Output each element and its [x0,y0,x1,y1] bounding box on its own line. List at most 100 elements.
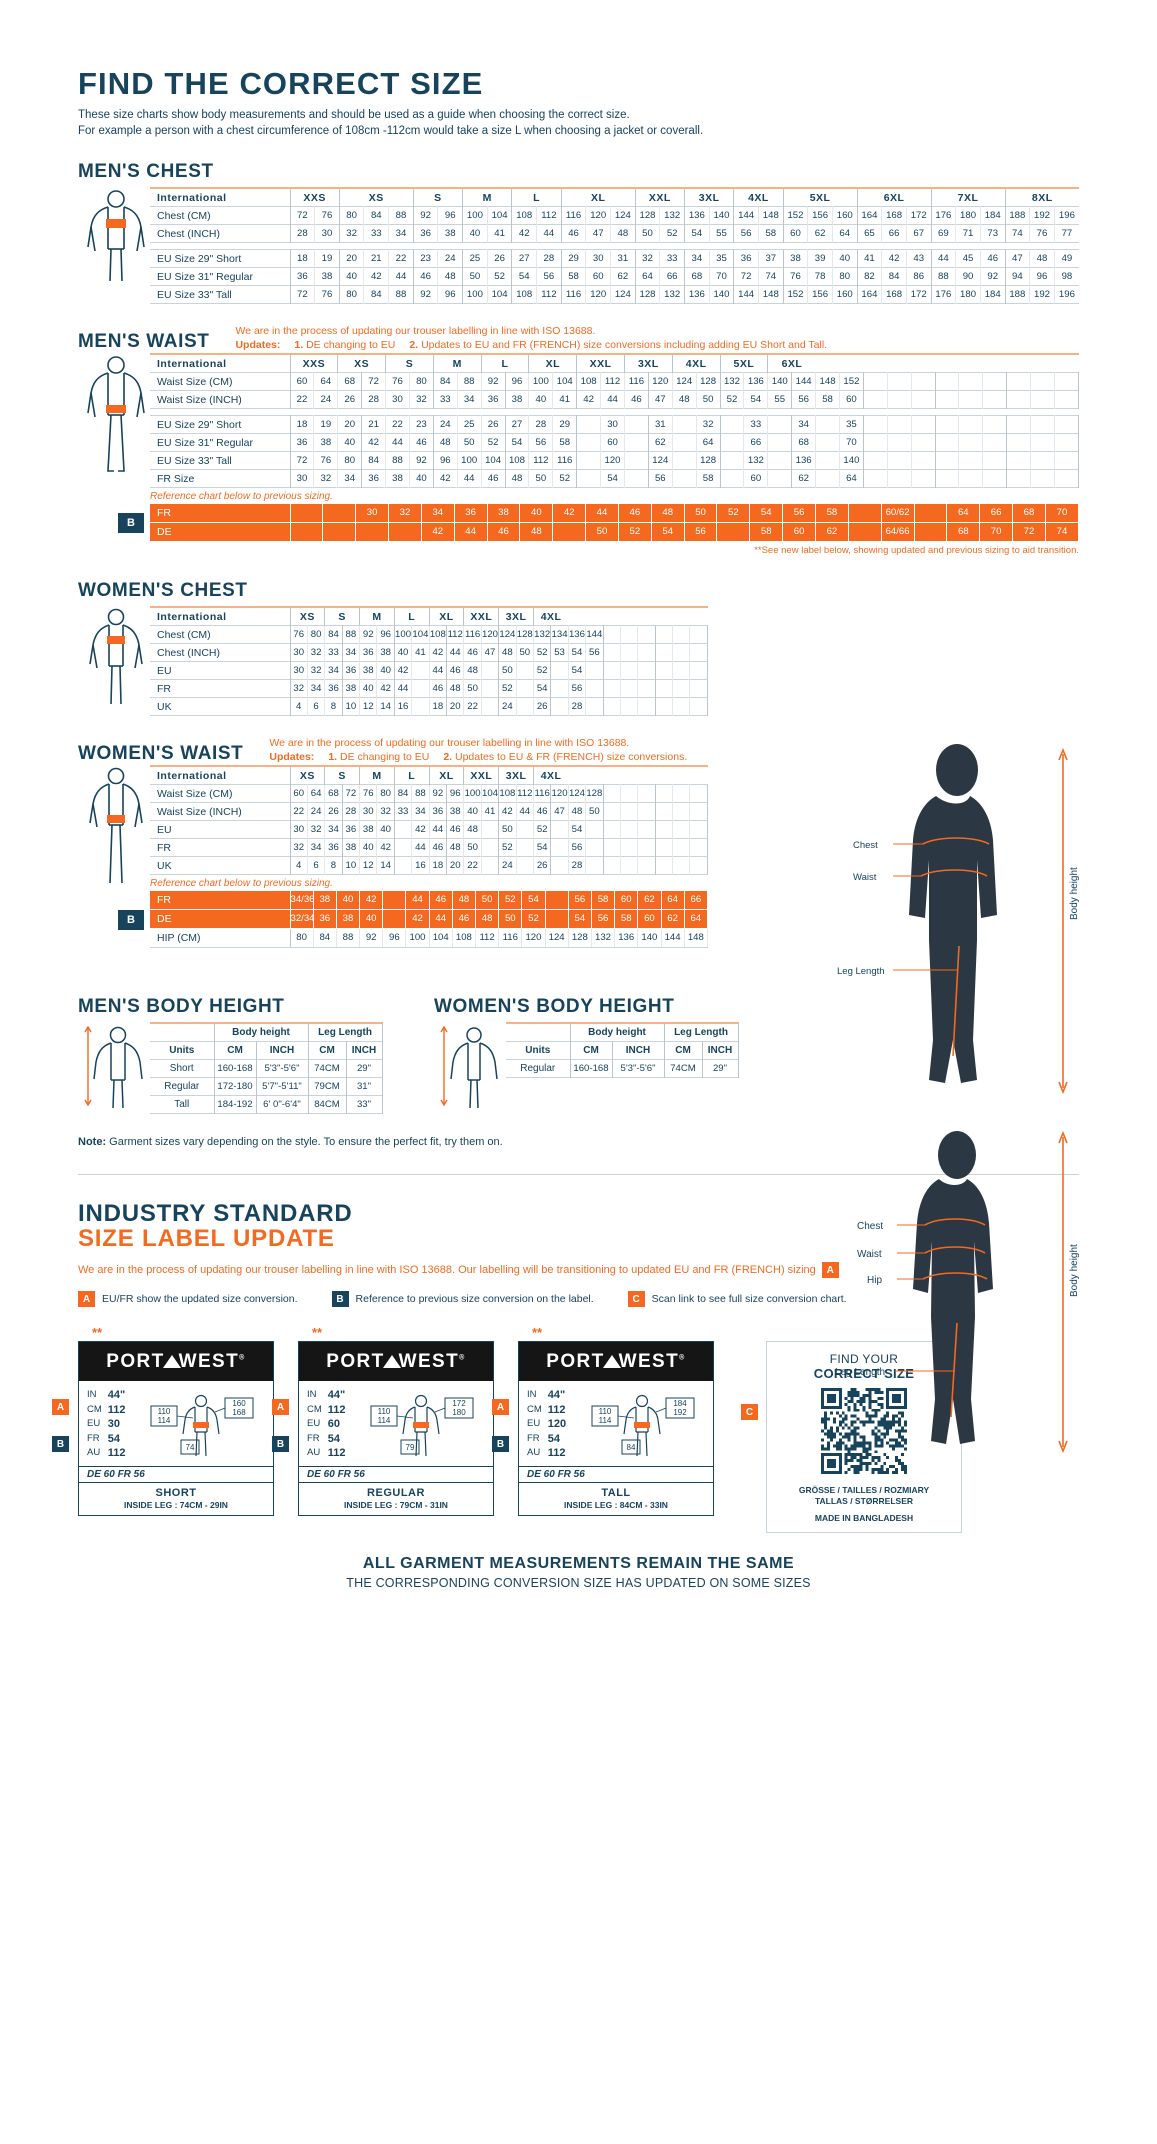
male-model-figure: Chest Waist Leg Length Body height [829,740,1080,1117]
womens-waist-ref-wrap: B FR 34/36 38 40 42 44 46 48 50 52 54 56 58 60 62 64 66 D… [78,891,709,948]
page-title: FIND THE CORRECT SIZE [78,66,484,101]
update-2: 2. Updates to EU and FR (FRENCH) size co… [409,338,827,352]
size-value-cell: 84 [433,372,458,391]
size-header-cell: XXS [290,354,339,373]
closing-line-1: ALL GARMENT MEASUREMENTS REMAIN THE SAME [362,1555,795,1573]
legacy-size-cell: 32/34 [290,909,315,929]
size-value-cell [637,679,656,698]
table-row: FR 32 34 36 38 40 42 44 46 48 50 52 54 56 [150,838,708,857]
size-value-cell: 36 [290,267,316,286]
size-value-cell [516,856,534,875]
table-row: EU Size 31" Regular 36 38 40 42 44 46 48 50 52 54 5… [150,433,1079,452]
size-value-cell [689,856,708,875]
size-value-cell: 84 [361,451,387,470]
size-value-cell: 74 [1005,224,1031,243]
table-row: Waist Size (INCH) 22 24 26 28 30 32 33 34 36 38 40 4… [150,390,1079,409]
legacy-size-cell [382,909,407,929]
size-value-cell: 30 [600,415,625,434]
size-value-cell: 76 [290,625,308,644]
size-value-cell: 132 [659,285,685,304]
legacy-size-cell: 44 [585,504,619,523]
size-value-cell: 108 [576,372,602,391]
size-value-cell [958,433,984,452]
size-label-card: ** PORT WEST® IN 44" CM 112 EU 60 FR 54 AU 112 110 114… [272,1325,494,1516]
size-value-cell: 188 [1005,206,1031,225]
updates-label-w: Updates: [269,751,315,763]
code-value: 54 [547,1432,561,1445]
size-value-cell: 88 [931,267,957,286]
legacy-size-cell: 46 [487,522,521,542]
size-value-cell [481,856,500,875]
size-value-cell: 76 [314,285,340,304]
size-value-cell [576,433,602,452]
size-value-cell: 34 [791,415,817,434]
size-value-cell: 74CM [308,1059,347,1078]
code-value: 44" [327,1389,346,1402]
code-value: 120 [547,1418,567,1431]
label-box: PORT WEST® IN 44" CM 112 EU 120 FR 54 AU 112 110 114 1… [518,1341,714,1516]
size-value-cell [603,679,621,698]
size-value-cell: 56 [568,679,587,698]
size-value-cell: 128 [585,784,604,803]
size-value-cell: 19 [314,249,340,268]
size-value-cell: 20 [446,856,465,875]
table-row: DE 32/34 36 38 40 42 44 46 48 50 52 54 56 58 60 62 64 [150,909,709,929]
size-value-cell [982,451,1008,470]
size-value-cell [1006,469,1032,488]
legacy-size-cell: 46 [429,891,453,910]
size-header-cell: S [324,766,361,785]
legacy-size-cell [388,522,422,542]
size-value-cell: 58 [815,390,840,409]
size-header-cell: M [359,766,395,785]
size-value-cell: 52 [659,224,685,243]
size-value-cell: 72 [290,451,315,470]
male-height-figure [78,1022,150,1114]
legacy-size-cell: 58 [591,891,616,910]
legacy-size-cell [290,504,324,523]
size-value-cell [887,372,912,391]
legacy-size-cell: 42 [421,522,455,542]
womens-bh-wrap: Body height Leg Length Units CM INCH CM INCH Re… [434,1022,739,1108]
size-value-cell [550,856,569,875]
legend-text-c: Scan link to see full size conversion ch… [651,1293,847,1306]
size-value-cell: 71 [955,224,981,243]
size-value-cell: 92 [359,928,384,948]
label-size-codes: IN 44" CM 112 EU 120 FR 54 AU 112 [525,1387,572,1462]
size-value-cell: 116 [552,451,578,470]
brand-name: PORT WEST® [106,1351,246,1373]
sub-header-cell: Units [506,1041,571,1060]
size-value-cell: 98 [1061,270,1073,282]
size-value-cell: 160 [832,285,858,304]
size-value-cell: 72 [361,372,387,391]
size-value-cell: 6' 0"-6'4" [256,1095,309,1114]
size-value-cell: 54 [568,643,587,662]
tag-b-marker: B [492,1436,509,1453]
size-value-cell [576,451,602,470]
size-header-cell: 4XL [733,188,784,207]
size-value-cell: 31 [648,415,673,434]
size-value-cell [935,415,960,434]
size-value-cell: 24 [313,390,339,409]
size-value-cell: 30 [290,661,308,680]
size-value-cell: 54 [568,661,587,680]
update-1-num: 1. [294,339,304,351]
size-value-cell: 132 [720,372,745,391]
legacy-size-cell: 68 [946,522,981,542]
size-chart-page: FIND THE CORRECT SIZE These size charts … [0,68,1157,2144]
size-value-cell [576,415,602,434]
size-value-cell [1030,390,1055,409]
size-value-cell [1054,372,1079,391]
size-value-cell: 36 [324,679,343,698]
size-value-cell: 100 [405,928,430,948]
size-value-cell: 32 [313,469,339,488]
legacy-size-cell: 58 [749,522,784,542]
svg-text:74: 74 [186,1443,195,1452]
size-value-cell [603,661,621,680]
size-value-cell: 48 [446,679,465,698]
size-value-cell: 33 [433,390,458,409]
table-row: Regular 160-168 5'3"-5'6" 74CM 29" [506,1059,739,1078]
size-value-cell: 40 [359,838,378,857]
size-value-cell: 44 [429,661,448,680]
code-key: EU [87,1418,101,1430]
